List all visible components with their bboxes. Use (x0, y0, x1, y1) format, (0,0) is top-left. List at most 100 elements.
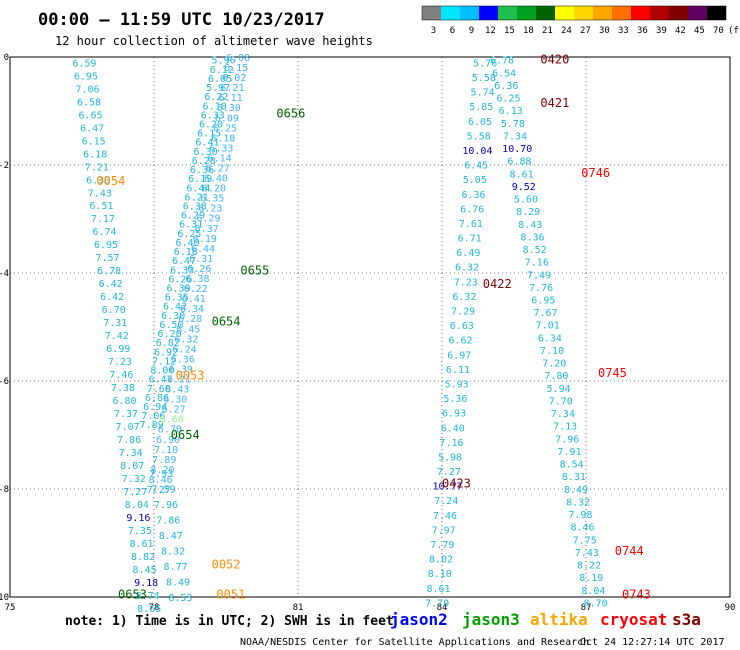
wave-height-value: 7.27 (437, 467, 461, 478)
wave-height-value: 7.59 (152, 484, 176, 495)
wave-height-value: 7.67 (533, 308, 557, 319)
wave-height-value: 6.19 (188, 174, 212, 185)
wave-height-value: 6.27 (206, 164, 230, 175)
wave-height-value: 6.25 (177, 229, 201, 240)
wave-height-value: 5.78 (501, 119, 525, 130)
wave-height-value: 6.21 (167, 374, 191, 385)
color-scale-swatch (517, 6, 536, 20)
wave-height-value: 6.39 (167, 284, 191, 295)
wave-height-value: 6.30 (161, 311, 185, 322)
wave-height-value: 6.15 (197, 129, 221, 140)
wave-height-value: 7.79 (430, 540, 454, 551)
wave-height-value: 6.40 (204, 174, 228, 185)
wave-height-value: 6.30 (86, 175, 110, 186)
wave-height-value: 6.32 (455, 263, 479, 274)
wave-height-value: 6.15 (82, 136, 106, 147)
wave-height-value: 7.96 (555, 434, 579, 445)
wave-height-value: 6.94 (143, 402, 167, 413)
wave-height-value: 5.96 (212, 56, 236, 67)
wave-height-value: 9.18 (134, 578, 158, 589)
pass-time-label: 0420 (540, 53, 569, 67)
wave-height-value: 6.45 (464, 161, 488, 172)
wave-height-value: 8.61 (426, 584, 450, 595)
wave-height-value: 7.96 (154, 500, 178, 511)
wave-height-value: 6.05 (468, 117, 492, 128)
wave-height-value: 7.10 (154, 445, 178, 456)
wave-height-value: 6.21 (220, 83, 244, 94)
wave-height-value: 6.47 (172, 256, 196, 267)
timestamp-text: Oct 24 12:27:14 UTC 2017 (580, 637, 725, 648)
wave-height-value: 6.20 (158, 329, 182, 340)
wave-height-value: 7.23 (108, 357, 132, 368)
axis-labels: 75 78 81 84 87 90 0 -2 -4 -6 -8 -10 (0, 53, 735, 613)
wave-height-value: 7.57 (95, 253, 119, 264)
wave-height-value: 6.26 (168, 274, 192, 285)
color-scale-swatch (441, 6, 460, 20)
wave-height-value: 7.70 (549, 396, 573, 407)
wave-height-value: 8.29 (516, 207, 540, 218)
wave-height-value: 7.32 (122, 474, 146, 485)
wave-height-value: 7.98 (568, 510, 592, 521)
wave-height-value: 7.01 (536, 321, 560, 332)
wave-height-value: 5.58 (472, 73, 496, 84)
wave-height-value: 6.39 (169, 364, 193, 375)
wave-height-value: 6.23 (198, 204, 222, 215)
wave-height-value: 7.43 (575, 548, 599, 559)
wave-height-value: 6.36 (494, 81, 518, 92)
credit-text: NOAA/NESDIS Center for Satellite Applica… (240, 637, 589, 648)
pass-time-label: 0654 (171, 428, 200, 442)
color-scale-label: 3 (431, 26, 436, 36)
wave-height-value: 6.22 (184, 284, 208, 295)
color-scale-swatch (460, 6, 479, 20)
wave-height-value: 9.16 (126, 513, 150, 524)
wave-height-value: 6.70 (102, 305, 126, 316)
wave-height-value: 8.00 (150, 366, 174, 377)
wave-height-value: 5.36 (443, 394, 467, 405)
wave-height-value: 6.92 (154, 347, 178, 358)
track-jason2: 6.786.546.366.256.135.787.3410.706.888.6… (490, 56, 608, 610)
pass-time-label: 0656 (276, 107, 305, 121)
wave-height-value: 7.86 (117, 435, 141, 446)
wave-height-value: 6.18 (174, 247, 198, 258)
color-scale-swatch (574, 6, 593, 20)
wave-height-value: 6.44 (186, 183, 210, 194)
wave-height-value: 8.52 (523, 245, 547, 256)
wave-height-value: 6.59 (72, 58, 96, 69)
wave-height-value: 5.76 (473, 58, 497, 69)
wave-height-value: 6.33 (170, 265, 194, 276)
wave-height-value: 6.93 (442, 409, 466, 420)
wave-height-value: 6.35 (165, 293, 189, 304)
wave-height-value: 8.19 (579, 573, 603, 584)
color-scale-label: 24 (561, 26, 572, 36)
wave-height-value: 6.38 (183, 202, 207, 213)
wave-height-value: 6.42 (99, 279, 123, 290)
wave-height-value: 8.49 (564, 485, 588, 496)
wave-height-value: 6.42 (100, 292, 124, 303)
wave-height-value: 10.04 (462, 146, 492, 157)
color-scale-swatch (612, 6, 631, 20)
wave-height-value: 7.16 (525, 258, 549, 269)
wave-height-value: 7.46 (433, 511, 457, 522)
wave-height-value: 5.98 (438, 452, 462, 463)
color-scale-label: 6 (450, 26, 455, 36)
pass-time-label: 0423 (442, 477, 471, 491)
wave-height-value: 8.53 (168, 593, 192, 604)
wave-height-value: 6.95 (94, 240, 118, 251)
wave-height-value: 6.18 (211, 133, 235, 144)
x-tick-label: 75 (5, 603, 16, 613)
wave-height-value: 6.99 (106, 344, 130, 355)
wave-height-value: 7.93 (149, 469, 173, 480)
wave-height-value: 6.38 (185, 274, 209, 285)
wave-height-value: 5.97 (206, 83, 230, 94)
wave-height-value: 9.52 (512, 182, 536, 193)
wave-height-value: 5.58 (467, 131, 491, 142)
color-scale-unit: (ft) (728, 26, 740, 36)
wave-height-value: 6.12 (210, 65, 234, 76)
wave-height-value: 5.85 (469, 102, 493, 113)
wave-height-value: 6.86 (145, 393, 169, 404)
wave-height-value: 8.36 (520, 232, 544, 243)
wave-height-value: 6.29 (181, 211, 205, 222)
pass-time-label: 0054 (96, 174, 125, 188)
color-scale-label: 18 (523, 26, 534, 36)
